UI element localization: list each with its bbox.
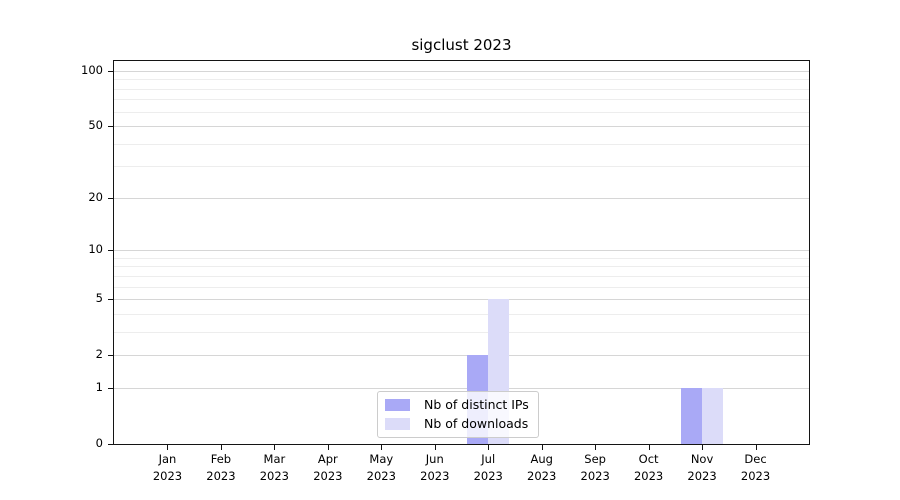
x-tick [167, 445, 169, 450]
x-tick-label: Jul 2023 [473, 452, 503, 483]
bar-distinct-ips [681, 387, 703, 444]
x-tick-label: Sep 2023 [580, 452, 610, 483]
x-tick-label: Aug 2023 [527, 452, 557, 483]
x-tick-label: May 2023 [366, 452, 396, 483]
x-tick-label: Feb 2023 [206, 452, 236, 483]
y-tick [108, 250, 113, 252]
gridline-major [114, 197, 809, 199]
gridline-minor [114, 313, 809, 315]
x-tick-label: Oct 2023 [633, 452, 664, 483]
x-tick-label: Mar 2023 [259, 452, 290, 483]
y-tick-label: 5 [95, 291, 103, 306]
x-tick [220, 445, 222, 450]
gridline-minor [114, 331, 809, 333]
gridline-major [114, 387, 809, 389]
gridline-minor [114, 286, 809, 288]
gridline-major [114, 126, 809, 128]
x-tick [327, 445, 329, 450]
x-tick [488, 445, 490, 450]
y-tick-label: 1 [95, 379, 103, 394]
y-tick [108, 444, 113, 445]
gridline-major [114, 71, 809, 72]
y-tick-label: 100 [81, 63, 103, 77]
legend-swatch-distinct-ips [385, 399, 410, 411]
x-tick-label: Jun 2023 [420, 452, 450, 483]
x-tick-label: Nov 2023 [687, 452, 717, 483]
x-tick [541, 445, 543, 450]
legend-label-downloads: Nb of downloads [424, 416, 529, 431]
legend-label-distinct-ips: Nb of distinct IPs [424, 397, 529, 412]
gridline-minor [114, 79, 809, 81]
y-tick-label: 20 [88, 189, 103, 204]
legend-item-downloads: Nb of downloads [385, 417, 529, 431]
x-tick [755, 445, 757, 450]
bar-downloads [702, 387, 724, 444]
legend-item-distinct-ips: Nb of distinct IPs [385, 398, 529, 412]
y-tick [108, 299, 113, 301]
gridline-major [114, 299, 809, 301]
x-tick [381, 445, 383, 450]
x-tick [648, 445, 650, 450]
gridline-minor [114, 266, 809, 268]
y-tick-label: 2 [95, 347, 103, 362]
legend: Nb of distinct IPs Nb of downloads [377, 391, 539, 438]
y-tick-label: 0 [95, 436, 103, 450]
gridline-minor [114, 166, 809, 168]
gridline-minor [114, 111, 809, 113]
x-tick-label: Jan 2023 [152, 452, 183, 483]
x-tick [595, 445, 597, 450]
gridline-major [114, 250, 809, 252]
y-tick [108, 387, 113, 389]
gridline-minor [114, 88, 809, 90]
x-tick-label: Apr 2023 [313, 452, 343, 483]
x-tick-label: Dec 2023 [740, 452, 771, 483]
gridline-minor [114, 275, 809, 277]
gridline-minor [114, 143, 809, 145]
gridline-minor [114, 257, 809, 259]
y-tick [108, 355, 113, 357]
chart-title: sigclust 2023 [411, 36, 512, 54]
y-tick-label: 10 [88, 242, 103, 257]
plot-area [113, 60, 810, 445]
x-tick [274, 445, 276, 450]
y-tick [108, 197, 113, 199]
x-tick [702, 445, 704, 450]
y-tick [108, 126, 113, 128]
gridline-minor [114, 99, 809, 101]
gridline-major [114, 355, 809, 357]
x-tick [434, 445, 436, 450]
legend-swatch-downloads [385, 418, 410, 430]
y-tick-label: 50 [88, 118, 103, 133]
y-tick [108, 71, 113, 72]
